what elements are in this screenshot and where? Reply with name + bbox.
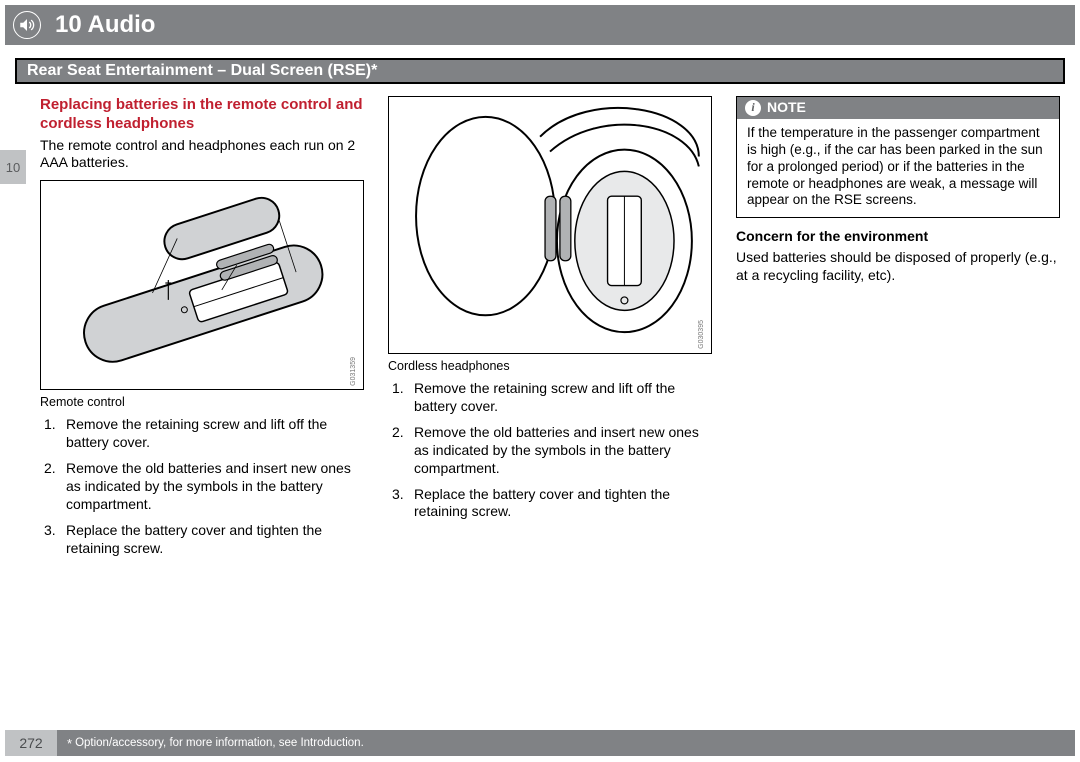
intro-text: The remote control and headphones each r… [40, 137, 364, 173]
figure-caption-remote: Remote control [40, 394, 364, 410]
page-number: 272 [5, 730, 57, 756]
step-item: Remove the old batteries and insert new … [40, 460, 364, 514]
chapter-header: 10 Audio [5, 5, 1075, 45]
speaker-icon [13, 11, 41, 39]
note-header: i NOTE [737, 97, 1059, 119]
environment-heading: Concern for the environment [736, 228, 1060, 246]
step-item: Replace the battery cover and tighten th… [388, 486, 712, 522]
info-icon: i [745, 100, 761, 116]
column-3: i NOTE If the temperature in the passeng… [736, 96, 1060, 702]
step-item: Remove the old batteries and insert new … [388, 424, 712, 478]
step-item: Remove the retaining screw and lift off … [388, 380, 712, 416]
footnote-star: * [67, 736, 72, 751]
column-2: G030395 Cordless headphones Remove the r… [388, 96, 712, 702]
footer-text: Option/accessory, for more information, … [75, 737, 364, 749]
step-item: Replace the battery cover and tighten th… [40, 522, 364, 558]
steps-remote: Remove the retaining screw and lift off … [40, 416, 364, 557]
page-footer: 272 * Option/accessory, for more informa… [5, 730, 1075, 756]
replace-batteries-heading: Replacing batteries in the remote contro… [40, 96, 364, 134]
column-1: Replacing batteries in the remote contro… [40, 96, 364, 702]
note-box: i NOTE If the temperature in the passeng… [736, 96, 1060, 218]
note-body: If the temperature in the passenger comp… [737, 119, 1059, 217]
step-item: Remove the retaining screw and lift off … [40, 416, 364, 452]
chapter-title: 10 Audio [55, 11, 155, 39]
figure-caption-headphones: Cordless headphones [388, 358, 712, 374]
figure-headphones: G030395 [388, 96, 712, 354]
figure-code: G030395 [698, 320, 707, 349]
environment-text: Used batteries should be disposed of pro… [736, 249, 1060, 285]
content-columns: Replacing batteries in the remote contro… [40, 96, 1060, 702]
steps-headphones: Remove the retaining screw and lift off … [388, 380, 712, 521]
figure-code: G031359 [350, 357, 359, 386]
side-tab: 10 [0, 150, 26, 184]
section-bar: Rear Seat Entertainment – Dual Screen (R… [15, 58, 1065, 84]
section-title: Rear Seat Entertainment – Dual Screen (R… [27, 62, 377, 80]
figure-remote-control: G031359 [40, 180, 364, 390]
note-label: NOTE [767, 99, 806, 117]
